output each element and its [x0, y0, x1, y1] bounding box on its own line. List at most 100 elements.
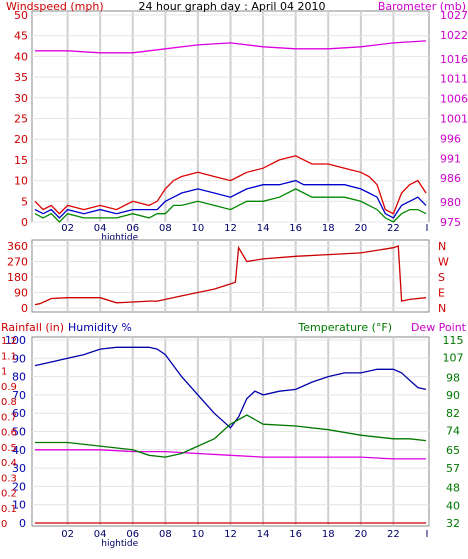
x-tick-label: 04 — [94, 223, 107, 234]
barometer-tick-label: 996 — [440, 132, 461, 145]
windspeed-axis-label: Windspeed (mph) — [6, 0, 104, 13]
x-tick-label: 22 — [387, 529, 400, 540]
chart-title: 24 hour graph day : April 04 2010 — [139, 0, 326, 13]
barometer-tick-label: 1027 — [440, 9, 468, 22]
temp-tick-labels: 010203040506070809010000.10.20.30.40.50.… — [1, 334, 464, 549]
wind-speed-line — [34, 188, 427, 223]
humidity-tick-label: 10 — [12, 499, 26, 512]
windspeed-tick-label: 15 — [14, 154, 28, 167]
x-tick-label: 04 — [94, 529, 107, 540]
x-end-label: I — [426, 223, 429, 234]
windspeed-tick-label: 50 — [14, 9, 28, 22]
x-tick-label: 02 — [61, 529, 74, 540]
windspeed-tick-label: 25 — [14, 113, 28, 126]
temperature-line — [35, 414, 427, 458]
rainfall-tick-label: 0.5 — [1, 443, 17, 454]
direction-tick-label: 0 — [21, 302, 28, 315]
temperature-tick-label: 57 — [446, 462, 460, 475]
windspeed-tick-label: 35 — [14, 71, 28, 84]
x-tick-label: 22 — [387, 223, 400, 234]
humidity-tick-label: 90 — [12, 352, 26, 365]
rainfall-tick-label: 0.3 — [1, 473, 17, 484]
x-tick-label: 14 — [257, 529, 270, 540]
humidity-tick-label: 70 — [12, 389, 26, 402]
barometer-line — [35, 40, 427, 54]
barometer-tick-label: 1001 — [440, 113, 468, 126]
humidity-line — [34, 346, 427, 429]
direction-tick-label: 180 — [7, 271, 28, 284]
rainfall-tick-label: 0.6 — [1, 428, 17, 439]
rainfall-tick-label: 0.9 — [1, 382, 17, 393]
wind-series-group — [34, 40, 427, 223]
barometer-tick-label: 1011 — [440, 73, 468, 86]
barometer-tick-label: 1016 — [440, 53, 468, 66]
barometer-tick-label: 975 — [440, 216, 461, 229]
x-end-label: I — [426, 529, 429, 540]
rainfall-tick-label: 0.7 — [1, 412, 17, 423]
humidity-tick-label: 50 — [12, 426, 26, 439]
barometer-axis-label: Barometer (mb) — [378, 0, 466, 13]
direction-tick-label: 360 — [7, 240, 28, 253]
temperature-tick-label: 40 — [446, 499, 460, 512]
x-tick-label: 20 — [354, 223, 367, 234]
compass-tick-label: W — [438, 256, 449, 269]
temperature-tick-label: 107 — [443, 352, 464, 365]
x-tick-label: 10 — [192, 529, 205, 540]
wind-barometer-panel: 0 5 10 15 20 25 30 35 40 45 50 975 980 986 991 996 1001 1… — [6, 0, 468, 243]
x-tick-label: 12 — [224, 223, 237, 234]
wind-direction-line — [34, 245, 427, 306]
windspeed-tick-label: 45 — [14, 30, 28, 43]
x-tick-label: 14 — [257, 223, 270, 234]
temperature-axis-label: Temperature (°F) — [297, 321, 392, 334]
dewpoint-axis-label: Dew Point — [411, 321, 467, 334]
wind-avg-line — [34, 179, 427, 219]
windspeed-tick-label: 30 — [14, 92, 28, 105]
humidity-tick-label: 0 — [19, 517, 26, 530]
humidity-tick-label: 30 — [12, 462, 26, 475]
humidity-tick-label: 60 — [12, 407, 26, 420]
x-tick-label: 08 — [159, 223, 172, 234]
barometer-tick-label: 1006 — [440, 93, 468, 106]
barometer-tick-label: 986 — [440, 172, 461, 185]
x-tick-label: 06 — [126, 529, 139, 540]
direction-tick-label: 270 — [7, 256, 28, 269]
barometer-tick-label: 980 — [440, 196, 461, 209]
windspeed-tick-label: 5 — [21, 195, 28, 208]
compass-tick-label: S — [438, 271, 445, 284]
windspeed-tick-label: 0 — [21, 216, 28, 229]
temp-series-group — [34, 346, 427, 524]
direction-series-group — [34, 245, 427, 306]
wind-tick-labels: 0 5 10 15 20 25 30 35 40 45 50 975 980 986 991 996 1001 1… — [14, 9, 468, 243]
barometer-tick-label: 1022 — [440, 29, 468, 42]
humidity-tick-label: 20 — [12, 480, 26, 493]
x-tick-label: 20 — [354, 529, 367, 540]
rainfall-tick-label: 1.1 — [1, 351, 17, 362]
x-tick-label: 10 — [192, 223, 205, 234]
temp-humidity-panel: 010203040506070809010000.10.20.30.40.50.… — [1, 321, 467, 549]
compass-tick-label: N — [438, 302, 446, 315]
hightide-marker: hightide — [101, 233, 138, 243]
rainfall-tick-label: 0 — [1, 519, 7, 530]
humidity-tick-label: 40 — [12, 444, 26, 457]
temperature-tick-label: 74 — [446, 424, 460, 437]
x-tick-label: 18 — [322, 529, 335, 540]
windspeed-tick-label: 40 — [14, 50, 28, 63]
temperature-tick-label: 90 — [446, 389, 460, 402]
temp-grid — [32, 337, 429, 526]
rainfall-tick-label: 0.4 — [1, 458, 17, 469]
x-tick-label: 12 — [224, 529, 237, 540]
x-tick-label: 18 — [322, 223, 335, 234]
x-tick-label: 16 — [289, 223, 302, 234]
x-tick-label: 08 — [159, 529, 172, 540]
humidity-axis-label: Humidity % — [68, 321, 132, 334]
rainfall-tick-label: 0.8 — [1, 397, 17, 408]
wind-gust-line — [34, 155, 427, 215]
temperature-tick-label: 98 — [446, 371, 460, 384]
windspeed-tick-label: 10 — [14, 175, 28, 188]
humidity-tick-label: 100 — [5, 334, 26, 347]
rainfall-tick-label: 0.1 — [1, 504, 17, 515]
